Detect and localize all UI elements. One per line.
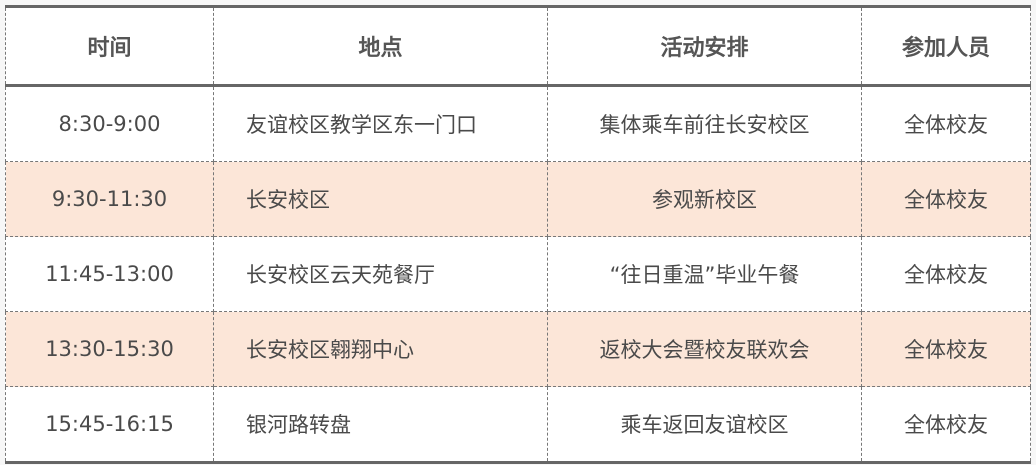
table-row: 13:30-15:30 长安校区翱翔中心 返校大会暨校友联欢会 全体校友 xyxy=(5,311,1031,387)
time-cell: 11:45-13:00 xyxy=(5,236,214,312)
header-time: 时间 xyxy=(5,6,214,86)
header-location: 地点 xyxy=(213,6,548,86)
location-cell: 友谊校区教学区东一门口 xyxy=(213,85,548,162)
time-cell: 15:45-16:15 xyxy=(5,386,214,464)
time-cell: 9:30-11:30 xyxy=(5,161,214,237)
location-cell: 长安校区翱翔中心 xyxy=(213,311,548,387)
location-cell: 长安校区云天苑餐厅 xyxy=(213,236,548,312)
header-row: 时间 地点 活动安排 参加人员 xyxy=(5,6,1031,86)
activity-cell: 返校大会暨校友联欢会 xyxy=(547,311,862,387)
header-participants: 参加人员 xyxy=(861,6,1031,86)
location-cell: 银河路转盘 xyxy=(213,386,548,464)
time-cell: 13:30-15:30 xyxy=(5,311,214,387)
table-row: 9:30-11:30 长安校区 参观新校区 全体校友 xyxy=(5,161,1031,237)
participants-cell: 全体校友 xyxy=(861,386,1031,464)
participants-cell: 全体校友 xyxy=(861,85,1031,162)
time-cell: 8:30-9:00 xyxy=(5,85,214,162)
header-activity: 活动安排 xyxy=(547,6,862,86)
participants-cell: 全体校友 xyxy=(861,161,1031,237)
participants-cell: 全体校友 xyxy=(861,311,1031,387)
activity-cell: 乘车返回友谊校区 xyxy=(547,386,862,464)
activity-cell: “往日重温”毕业午餐 xyxy=(547,236,862,312)
table-row: 11:45-13:00 长安校区云天苑餐厅 “往日重温”毕业午餐 全体校友 xyxy=(5,236,1031,312)
schedule-table: 时间 地点 活动安排 参加人员 8:30-9:00 友谊校区教学区东一门口 集体乘车… xyxy=(5,5,1031,464)
activity-cell: 参观新校区 xyxy=(547,161,862,237)
participants-cell: 全体校友 xyxy=(861,236,1031,312)
table-row: 15:45-16:15 银河路转盘 乘车返回友谊校区 全体校友 xyxy=(5,386,1031,464)
table-row: 8:30-9:00 友谊校区教学区东一门口 集体乘车前往长安校区 全体校友 xyxy=(5,85,1031,162)
activity-cell: 集体乘车前往长安校区 xyxy=(547,85,862,162)
location-cell: 长安校区 xyxy=(213,161,548,237)
